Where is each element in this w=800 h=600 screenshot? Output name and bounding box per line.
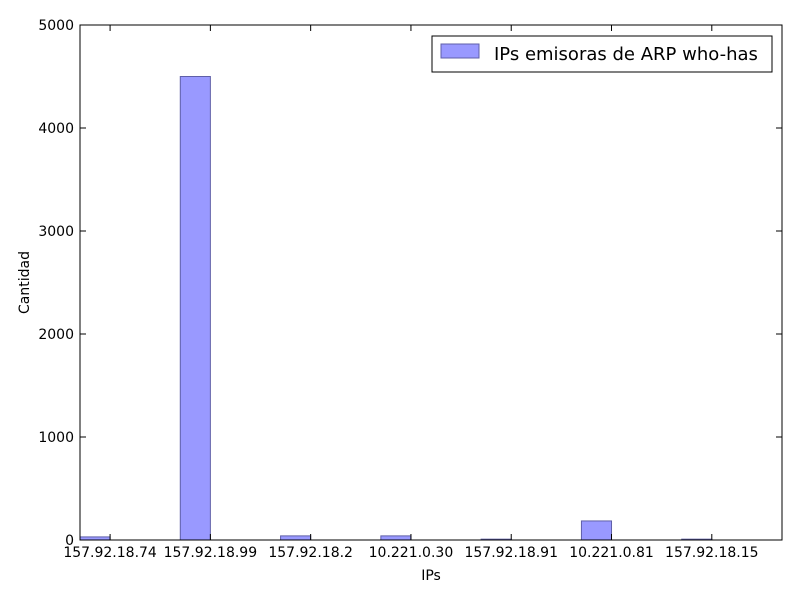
x-tick-label: 10.221.0.30 [369, 545, 454, 561]
y-tick-label: 4000 [38, 121, 74, 137]
y-tick-label: 0 [65, 533, 74, 549]
bar-10.221.0.81 [580, 520, 613, 541]
x-tick-label: 10.221.0.81 [569, 545, 654, 561]
bar-10.221.0.30 [380, 535, 412, 541]
y-tick-label: 1000 [38, 430, 74, 446]
x-axis-label: IPs [421, 568, 441, 584]
legend-box [431, 35, 773, 73]
y-axis: 0 1000 2000 3000 4000 5000 [38, 18, 782, 549]
x-tick-label: 157.92.18.91 [464, 545, 558, 561]
y-tick-label: 3000 [38, 224, 74, 240]
bars-group [79, 76, 713, 541]
x-tick-label: 157.92.18.2 [268, 545, 353, 561]
bar-157.92.18.2 [280, 535, 312, 541]
x-tick-label: 157.92.18.74 [63, 545, 157, 561]
x-tick-label: 157.92.18.99 [164, 545, 258, 561]
legend: IPs emisoras de ARP who-has [431, 35, 773, 73]
x-tick-label: 157.92.18.15 [665, 545, 759, 561]
y-axis-label: Cantidad [17, 251, 33, 314]
bar-157.92.18.99 [179, 76, 211, 541]
y-tick-label: 2000 [38, 327, 74, 343]
x-axis: 157.92.18.74 157.92.18.99 157.92.18.2 10.22… [63, 25, 759, 561]
y-tick-label: 5000 [38, 18, 74, 34]
plot-frame [79, 24, 783, 541]
legend-swatch [440, 43, 480, 59]
legend-label: IPs emisoras de ARP who-has [494, 44, 758, 65]
